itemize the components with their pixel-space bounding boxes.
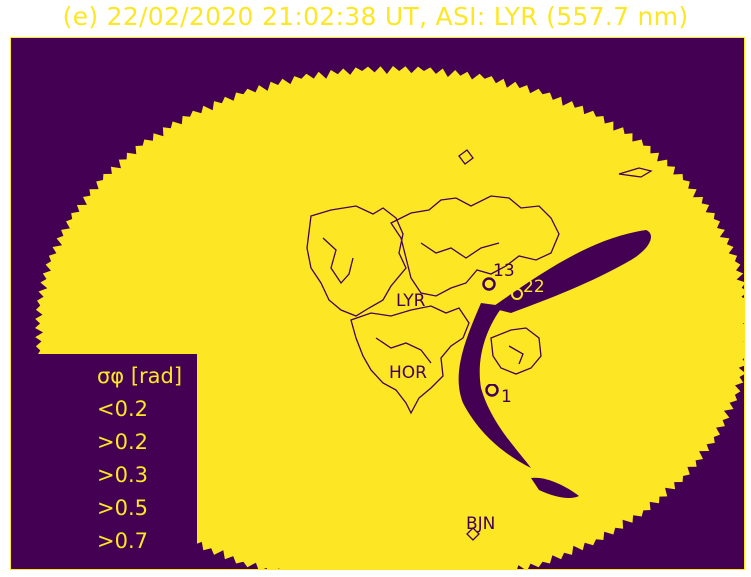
coastline [306,149,653,541]
figure-title-text: (e) 22/02/2020 21:02:38 UT, ASI: LYR (55… [58,2,693,31]
point-marker-22 [511,288,523,300]
legend-entry: >0.2 [97,430,148,454]
auroral-arc-southern-blob [531,477,579,498]
legend-box: σφ [rad] <0.2 >0.2 >0.3 >0.5 >0.7 [11,354,197,569]
legend-entry: <0.2 [97,397,148,421]
point-label-1: 1 [501,387,512,407]
station-label-bjn: BJN [466,514,495,534]
legend-entry: >0.3 [97,463,148,487]
allsky-map: 13 22 17 1 LYR HOR BJN [35,66,744,569]
station-label-hor: HOR [389,363,427,383]
map-frame: 13 22 17 1 LYR HOR BJN σφ [rad] <0.2 >0.… [10,37,745,570]
point-marker-13 [482,277,496,291]
point-label-22: 22 [523,277,545,297]
legend-entry: >0.7 [97,529,148,553]
figure-title: (e) 22/02/2020 21:02:38 UT, ASI: LYR (55… [0,2,751,31]
legend-entry: >0.5 [97,496,148,520]
point-label-17: 17 [487,369,509,389]
auroral-arc-upper [491,230,651,313]
station-label-lyr: LYR [396,291,426,311]
point-label-13: 13 [493,261,515,281]
legend-title: σφ [rad] [97,364,183,388]
auroral-arc-main [458,303,531,468]
point-marker-17 [485,383,499,397]
field-of-view-ellipse [35,66,744,569]
